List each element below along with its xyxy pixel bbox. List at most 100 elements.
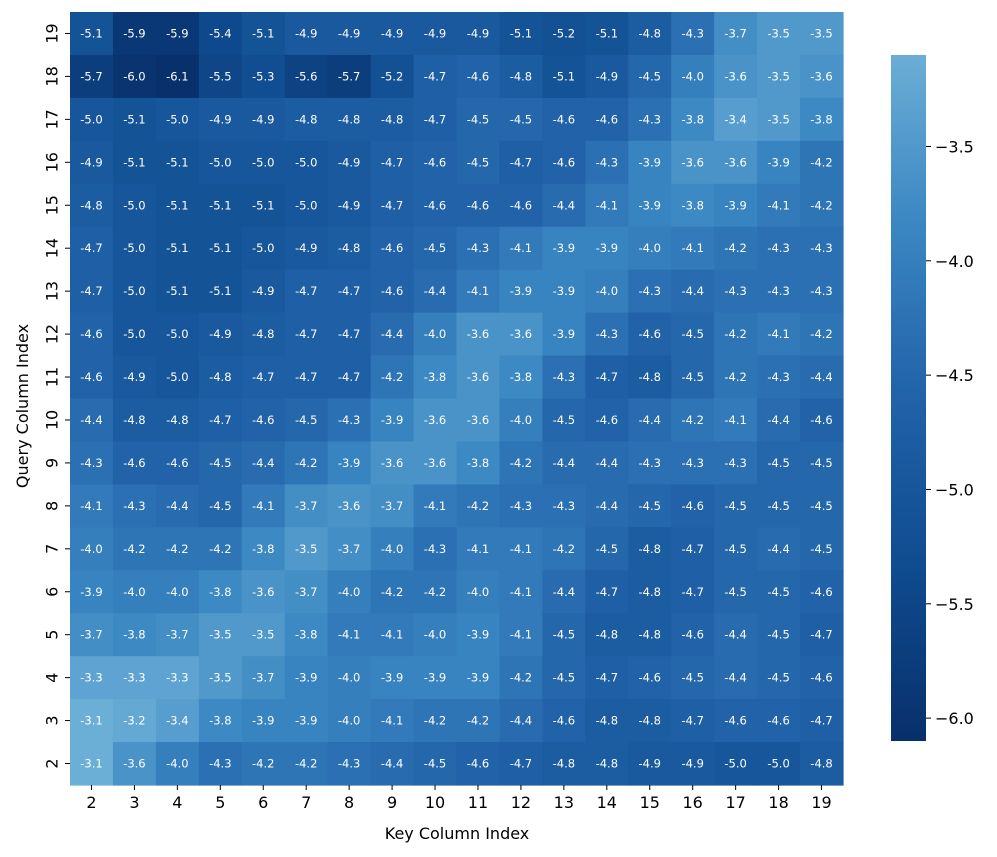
heatmap-cell [628,742,672,786]
heatmap-cell-value: -4.3 [810,284,832,298]
heatmap-cell [370,54,415,99]
heatmap-cell [413,355,458,400]
heatmap-cell [585,312,629,357]
heatmap-cell [198,269,243,314]
heatmap-cell [241,312,286,357]
heatmap-cell [456,226,501,271]
heatmap-cell [542,656,586,700]
heatmap-cell-value: -4.3 [810,241,832,255]
heatmap-cell-value: -5.3 [252,69,274,83]
heatmap-cell-value: -4.9 [424,26,446,40]
x-tick-label: 9 [387,793,397,812]
heatmap-cell [628,699,672,743]
heatmap-cell [757,656,801,700]
heatmap-cell [241,97,286,142]
heatmap-cell [413,97,458,142]
heatmap-cell [284,355,329,400]
heatmap-cell [241,484,286,528]
heatmap-cell-value: -4.3 [209,757,231,771]
heatmap-cell-value: -4.3 [724,456,746,470]
heatmap-cell-value: -4.9 [338,26,360,40]
heatmap-cell [757,398,801,443]
heatmap-cell [112,656,157,700]
heatmap-cell-value: -4.7 [295,284,317,298]
heatmap-cell-value: -6.0 [123,69,145,83]
heatmap-cell [628,54,672,99]
heatmap-cell [456,699,501,743]
heatmap-cell [198,97,243,142]
heatmap-cell [327,742,372,786]
heatmap-cell [155,12,200,56]
heatmap-cell [628,140,672,185]
heatmap-cell [671,484,715,528]
heatmap-cell [628,183,672,228]
heatmap-cell [456,398,501,443]
heatmap-cell-value: -4.5 [724,542,746,556]
heatmap-cell [198,312,243,357]
heatmap-cell [241,269,286,314]
heatmap-cell-value: -4.5 [295,413,317,427]
y-tick-label: 11 [43,367,62,387]
heatmap-cell [585,484,629,528]
heatmap-cell [585,699,629,743]
heatmap-cell [241,570,286,614]
heatmap-cell [112,226,157,271]
heatmap-cell-value: -3.5 [252,628,274,642]
heatmap-cell-value: -4.4 [767,542,789,556]
heatmap-cell [800,484,844,528]
heatmap-cell-value: -4.6 [553,714,575,728]
heatmap-cell [370,355,415,400]
y-tick-label: 6 [43,587,62,597]
heatmap-cell-value: -4.3 [767,284,789,298]
heatmap-cell-value: -4.5 [767,671,789,685]
heatmap-cell-value: -4.1 [510,585,532,599]
heatmap-cell [542,699,586,743]
heatmap-cell-value: -5.0 [123,327,145,341]
heatmap-cell-value: -4.4 [596,456,618,470]
heatmap-cell-value: -4.9 [467,26,489,40]
heatmap-cell-value: -4.7 [424,69,446,83]
heatmap-cell [671,183,715,228]
heatmap-cell [198,742,243,786]
heatmap-cell-value: -4.7 [381,155,403,169]
heatmap-cell-value: -3.9 [639,198,661,212]
heatmap-cell-value: -3.6 [424,456,446,470]
heatmap-cell-value: -3.7 [295,585,317,599]
heatmap-cell-value: -4.7 [596,671,618,685]
heatmap-cell [800,613,844,657]
heatmap-cell [671,441,715,485]
heatmap-cell [413,269,458,314]
heatmap-cell-value: -3.8 [209,714,231,728]
heatmap-cell-value: -4.4 [596,499,618,513]
heatmap-cell-value: -4.3 [639,112,661,126]
heatmap-cell [241,54,286,99]
heatmap-cell-value: -4.2 [724,327,746,341]
heatmap-cell [327,140,372,185]
heatmap-cell [671,699,715,743]
heatmap-cell [413,312,458,357]
heatmap-cell [499,441,543,485]
heatmap-cell-value: -4.8 [338,241,360,255]
heatmap-cell [284,441,329,485]
heatmap-cell [413,656,458,700]
heatmap-cell [714,183,758,228]
heatmap-cell [155,355,200,400]
heatmap-cell-value: -3.1 [80,714,102,728]
heatmap-cell [671,12,715,56]
heatmap-cell [327,398,372,443]
heatmap-cell [499,527,543,571]
heatmap-cell [714,570,758,614]
heatmap-cell-value: -3.5 [295,542,317,556]
heatmap-cell [542,269,586,314]
heatmap-cell-value: -4.8 [166,413,188,427]
heatmap-cell-value: -4.0 [639,241,661,255]
heatmap-cell [284,312,329,357]
heatmap-cell-value: -3.6 [510,327,532,341]
heatmap-cell-value: -3.4 [166,714,188,728]
heatmap-cell-value: -4.0 [381,542,403,556]
heatmap-cell-value: -4.7 [424,112,446,126]
heatmap-cell-value: -4.9 [295,26,317,40]
heatmap-cell [757,441,801,485]
heatmap-cell [542,226,586,271]
heatmap-cell-value: -4.8 [639,542,661,556]
